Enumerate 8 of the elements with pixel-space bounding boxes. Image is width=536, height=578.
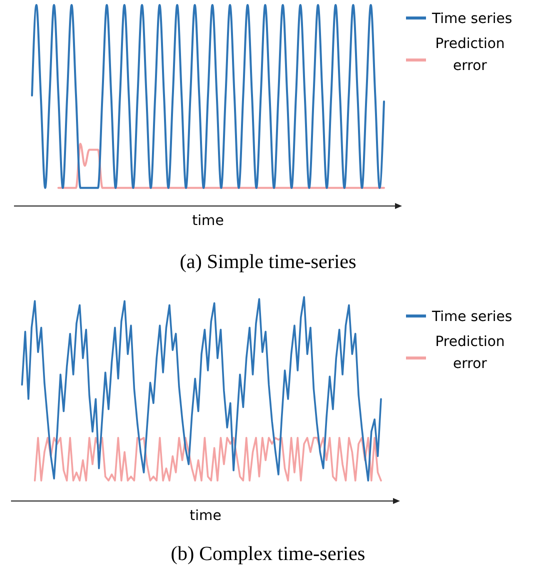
text: (b) Complex time-series	[170, 543, 366, 565]
x-axis-title: time	[192, 213, 224, 229]
legend-label: Time series	[431, 309, 512, 325]
legend-label: Time series	[431, 11, 512, 27]
text: (a) Simple time-series	[180, 251, 357, 273]
legend-label: Prediction error	[435, 36, 505, 74]
x-axis-title: time	[190, 508, 222, 524]
legend-label: Prediction error	[435, 334, 505, 372]
